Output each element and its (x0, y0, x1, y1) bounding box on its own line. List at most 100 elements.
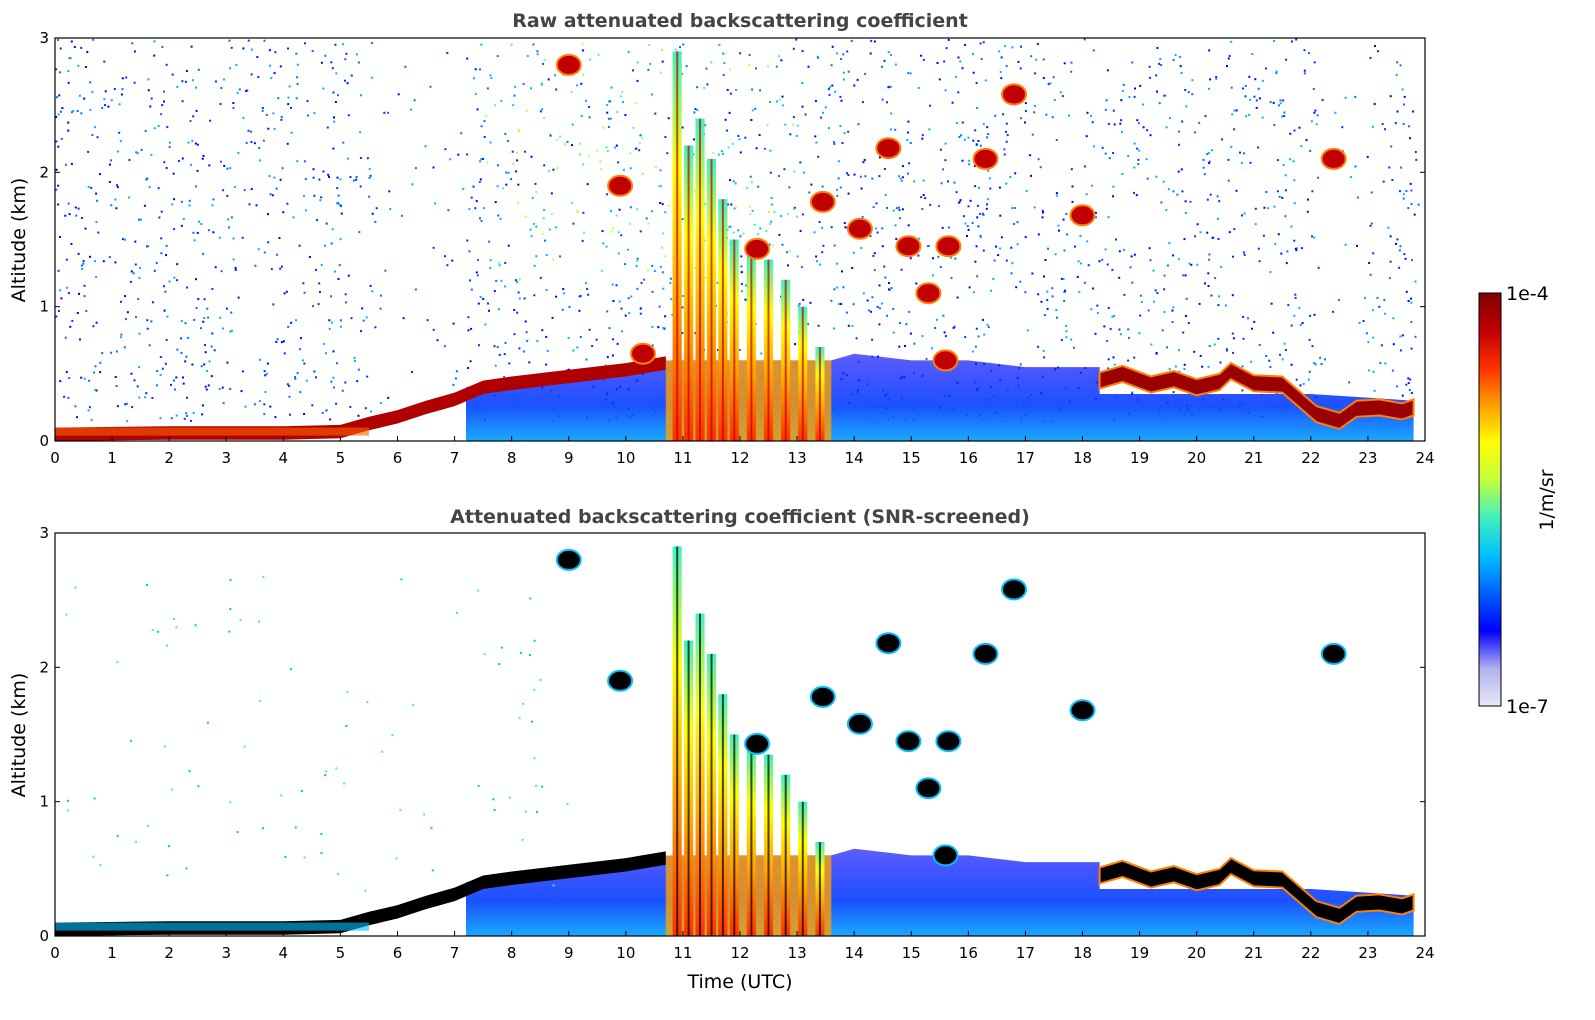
cloud-patch (809, 190, 836, 213)
noise-speck (232, 258, 235, 261)
noise-speck (704, 124, 707, 127)
noise-speck (990, 289, 993, 292)
noise-speck (230, 329, 233, 332)
noise-speck (939, 148, 942, 151)
noise-speck (693, 111, 696, 114)
noise-speck (1411, 259, 1413, 262)
noise-speck (769, 171, 772, 174)
noise-speck (434, 202, 437, 205)
speck (163, 745, 166, 748)
noise-speck (979, 144, 982, 147)
noise-speck (740, 290, 743, 293)
noise-speck (1063, 299, 1066, 302)
noise-speck (876, 305, 879, 308)
noise-speck (1390, 145, 1393, 148)
noise-speck (1279, 99, 1282, 102)
x-tick-label: 12 (730, 944, 749, 962)
noise-speck (180, 337, 183, 340)
cloud-patch (972, 642, 999, 665)
noise-speck (55, 116, 58, 118)
noise-speck (411, 183, 414, 186)
noise-speck (909, 72, 912, 75)
noise-speck (323, 343, 326, 345)
speck (239, 618, 242, 621)
noise-speck (989, 187, 992, 190)
noise-speck (282, 340, 285, 343)
noise-speck (1321, 99, 1324, 101)
noise-speck (972, 71, 975, 74)
noise-speck (473, 77, 475, 80)
noise-speck (73, 46, 76, 48)
noise-speck (1055, 194, 1058, 197)
noise-speck (1384, 128, 1386, 131)
noise-speck (400, 214, 403, 217)
x-tick-label: 18 (1073, 944, 1092, 962)
noise-speck (1013, 207, 1016, 209)
noise-speck (294, 377, 297, 380)
noise-speck (115, 385, 118, 387)
x-tick-label: 22 (1301, 449, 1320, 467)
noise-speck (1005, 182, 1008, 185)
noise-speck (1049, 82, 1052, 85)
noise-speck (894, 63, 897, 66)
noise-speck (1307, 198, 1309, 201)
noise-speck (1349, 176, 1352, 179)
noise-speck (1396, 238, 1399, 241)
noise-speck (1257, 146, 1260, 149)
noise-speck (720, 150, 723, 153)
noise-speck (186, 396, 188, 399)
boundary-layer-band (55, 851, 666, 936)
noise-speck (889, 85, 892, 88)
noise-speck (1235, 189, 1238, 192)
noise-speck (495, 279, 498, 282)
noise-speck (277, 97, 280, 100)
noise-speck (193, 239, 196, 242)
noise-speck (55, 168, 58, 171)
noise-speck (148, 344, 151, 347)
noise-speck (1389, 235, 1392, 238)
noise-speck (968, 286, 971, 289)
noise-speck (55, 315, 58, 318)
noise-speck (279, 178, 282, 181)
noise-speck (624, 114, 627, 117)
noise-speck (892, 331, 895, 334)
noise-speck (582, 211, 585, 214)
noise-speck (153, 269, 156, 272)
noise-speck (90, 186, 93, 189)
noise-speck (200, 365, 203, 368)
noise-speck (143, 204, 146, 207)
noise-speck (230, 311, 233, 314)
noise-speck (1398, 249, 1401, 252)
noise-speck (163, 100, 165, 103)
noise-speck (325, 352, 327, 355)
noise-speck (110, 99, 113, 102)
noise-speck (78, 292, 80, 295)
noise-speck (570, 91, 573, 93)
noise-speck (296, 160, 299, 163)
noise-speck (797, 124, 800, 127)
noise-speck (975, 143, 978, 146)
noise-speck (1043, 275, 1045, 278)
cloud-patch (915, 282, 942, 305)
speck (99, 864, 102, 867)
noise-speck (361, 307, 364, 310)
noise-speck (608, 327, 611, 330)
noise-speck (58, 94, 61, 97)
noise-speck (269, 193, 272, 196)
noise-speck (837, 160, 840, 163)
noise-speck (263, 370, 266, 373)
noise-speck (694, 332, 697, 335)
noise-speck (769, 101, 772, 103)
noise-speck (138, 366, 141, 369)
noise-speck (414, 288, 417, 291)
noise-speck (313, 112, 316, 115)
noise-speck (125, 318, 127, 321)
precipitation-streaks (665, 51, 832, 442)
noise-speck (758, 134, 761, 136)
noise-speck (1147, 309, 1150, 312)
noise-speck (517, 128, 520, 131)
noise-speck (206, 307, 209, 310)
noise-speck (608, 100, 611, 103)
noise-speck (1037, 293, 1040, 296)
noise-speck (211, 288, 214, 290)
